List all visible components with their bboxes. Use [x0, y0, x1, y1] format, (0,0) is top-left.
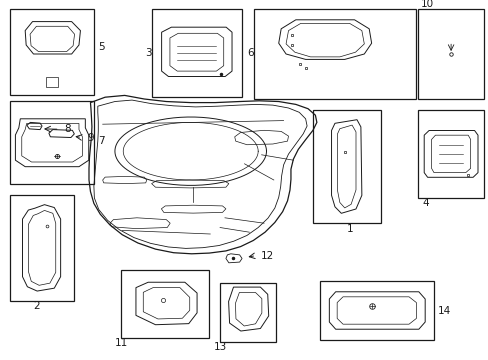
Bar	[417, 9, 483, 99]
Text: 11: 11	[115, 338, 128, 348]
Bar	[46, 77, 58, 87]
Text: 13: 13	[214, 342, 227, 352]
Text: 3: 3	[145, 48, 152, 58]
Bar	[220, 283, 276, 342]
Text: 6: 6	[247, 48, 254, 58]
Text: 14: 14	[437, 306, 450, 316]
Bar	[151, 9, 242, 97]
Bar	[121, 270, 209, 338]
Text: 1: 1	[346, 224, 353, 234]
Text: 5: 5	[98, 42, 104, 52]
Bar	[312, 110, 381, 223]
Text: 7: 7	[98, 136, 104, 146]
Bar	[10, 9, 94, 95]
Text: 9: 9	[87, 132, 94, 143]
Text: 12: 12	[261, 251, 274, 261]
Bar	[10, 101, 94, 184]
Bar	[254, 9, 415, 99]
Bar	[417, 110, 483, 198]
Bar	[10, 195, 74, 301]
Text: 2: 2	[33, 301, 40, 311]
Text: 10: 10	[420, 0, 433, 9]
Text: 4: 4	[421, 198, 428, 208]
Text: 8: 8	[64, 124, 71, 134]
Bar	[320, 281, 433, 340]
